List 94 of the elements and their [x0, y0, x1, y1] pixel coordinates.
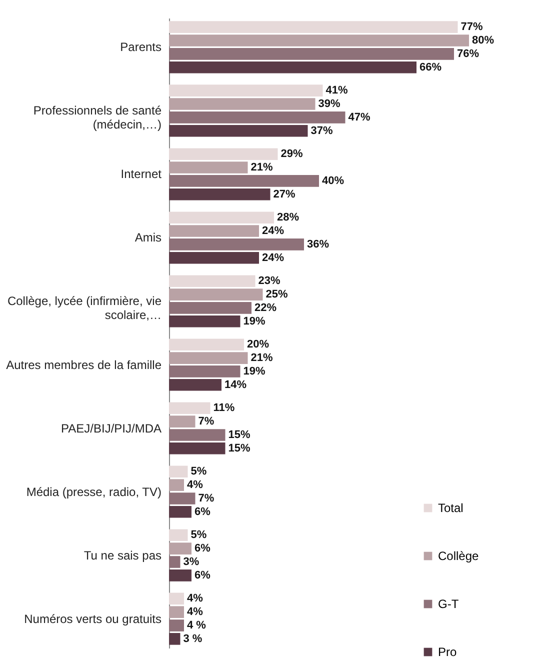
data-label: 6%	[194, 506, 211, 518]
bar	[169, 238, 304, 250]
bar	[169, 429, 226, 441]
bar	[169, 252, 259, 264]
data-label: 6%	[194, 542, 211, 555]
bar	[169, 402, 210, 414]
data-label: 15%	[228, 428, 250, 441]
data-label: 39%	[318, 98, 340, 110]
bar	[169, 21, 458, 33]
data-label: 80%	[472, 34, 494, 47]
data-label: 21%	[250, 352, 273, 364]
data-label: 24%	[262, 225, 284, 238]
y-tick-label: Numéros verts ou gratuits	[24, 612, 162, 626]
bar	[169, 61, 416, 74]
data-label: 66%	[420, 61, 442, 74]
data-label: 6%	[194, 569, 211, 582]
data-label: 23%	[258, 275, 280, 288]
data-label: 25%	[266, 288, 288, 301]
bar	[169, 479, 184, 491]
legend-label: Total	[438, 501, 464, 515]
data-label: 3%	[183, 556, 200, 568]
bar	[169, 98, 316, 110]
data-label: 5%	[190, 466, 207, 478]
data-label: 36%	[307, 238, 330, 250]
data-label: 11%	[213, 402, 235, 414]
data-label: 19%	[243, 365, 266, 378]
bar	[169, 506, 192, 518]
bar	[169, 275, 256, 288]
data-label: 22%	[254, 302, 277, 314]
bar	[169, 302, 252, 314]
data-label: 14%	[224, 378, 247, 391]
legend-label: Pro	[438, 645, 457, 659]
bar	[169, 124, 308, 137]
bar	[169, 338, 244, 351]
data-label: 20%	[247, 338, 270, 351]
bar	[169, 542, 192, 554]
bar	[169, 529, 188, 542]
data-label: 27%	[273, 188, 296, 200]
y-tick-label: Amis	[134, 230, 162, 245]
legend-label: Collège	[438, 549, 480, 563]
bar	[169, 492, 196, 504]
data-label: 41%	[326, 84, 348, 97]
bar	[169, 84, 323, 96]
bar	[169, 633, 180, 645]
y-tick-label: PAEJ/BIJ/PIJ/MDA	[61, 421, 162, 436]
data-label: 28%	[277, 212, 300, 224]
bar	[169, 34, 469, 46]
data-label: 3 %	[183, 632, 202, 645]
bar	[169, 556, 180, 568]
bar	[169, 48, 454, 60]
data-label: 19%	[243, 315, 266, 328]
bar	[169, 148, 278, 160]
data-label: 29%	[280, 148, 303, 160]
bar	[169, 288, 263, 300]
y-tick-label: Internet	[120, 167, 162, 182]
bar	[169, 315, 240, 328]
bar	[169, 416, 196, 428]
data-label: 47%	[348, 111, 370, 124]
data-label: 7%	[198, 492, 214, 504]
data-label: 37%	[310, 124, 333, 137]
bar	[169, 175, 319, 187]
y-tick-label: Parents	[120, 40, 162, 54]
data-label: 40%	[322, 174, 344, 187]
bar	[169, 378, 222, 391]
y-tick-label: Tu ne sais pas	[84, 548, 162, 562]
bar	[169, 606, 184, 618]
data-label: 15%	[228, 442, 250, 454]
bar	[169, 570, 192, 582]
data-label: 4%	[187, 592, 204, 605]
bar	[169, 112, 346, 124]
bar	[169, 225, 259, 237]
bar	[169, 352, 248, 364]
y-tick-label: Autres membres de la famille	[6, 358, 162, 372]
bar	[169, 442, 226, 454]
bar	[169, 366, 240, 378]
data-label: 4%	[187, 479, 204, 492]
data-label: 7%	[198, 416, 214, 428]
data-label: 21%	[250, 162, 273, 174]
data-label: 4%	[187, 606, 204, 618]
bar	[169, 188, 270, 200]
data-label: 4 %	[187, 619, 206, 632]
bar	[169, 466, 188, 478]
data-label: 5%	[190, 529, 207, 542]
y-tick-label: Professionnels de santé (médecin,…)	[33, 104, 162, 132]
y-tick-label: Collège, lycée (infirmière, vie scolaire,…	[7, 294, 162, 322]
data-label: 24%	[262, 252, 284, 264]
bar	[169, 620, 184, 632]
bar	[169, 162, 248, 174]
legend-label: G-T	[438, 597, 460, 611]
bar	[169, 592, 184, 605]
bar	[169, 212, 274, 224]
y-tick-label: Média (presse, radio, TV)	[26, 484, 162, 499]
data-label: 77%	[460, 21, 483, 34]
data-label: 76%	[457, 48, 480, 60]
